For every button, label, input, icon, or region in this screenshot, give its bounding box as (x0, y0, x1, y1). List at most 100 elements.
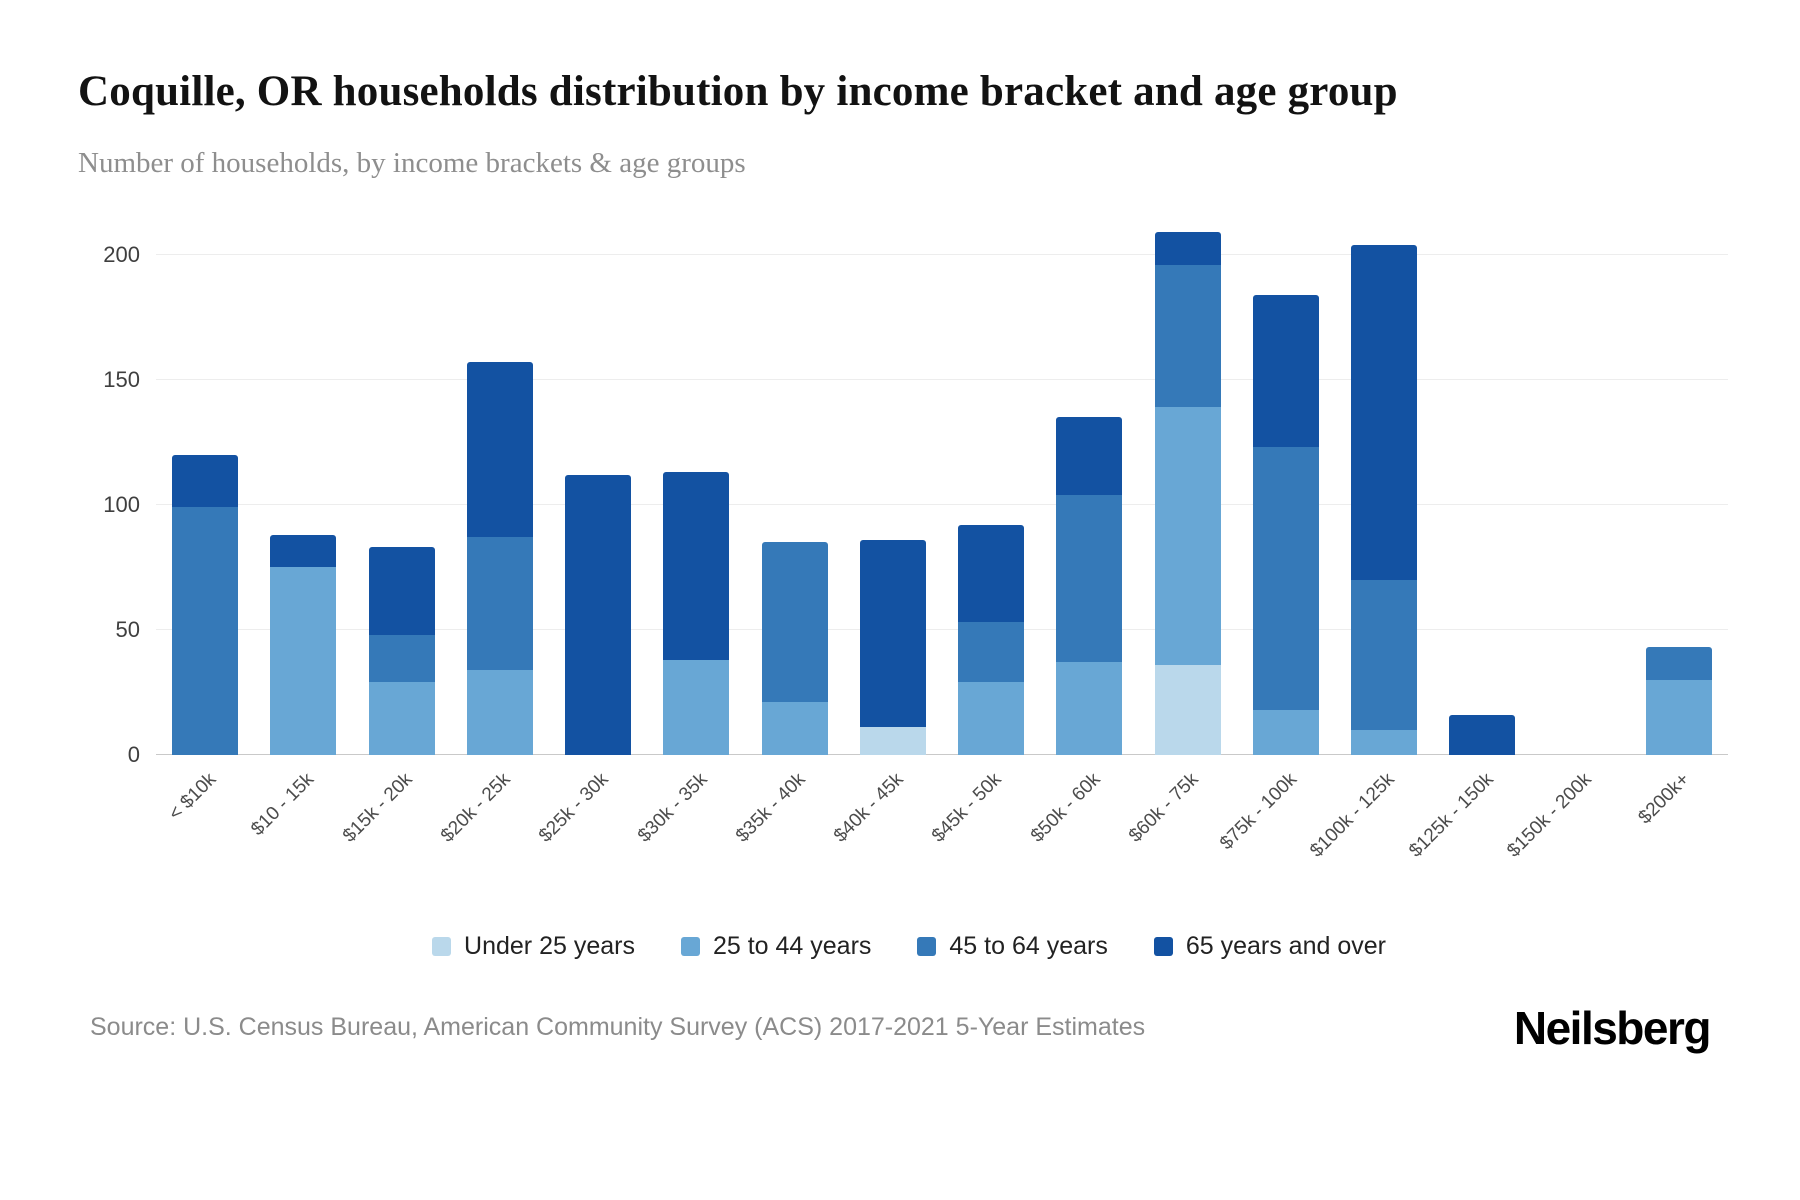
bar-group (254, 230, 352, 755)
legend-swatch (432, 936, 452, 956)
y-axis-tick-label: 0 (127, 741, 140, 767)
legend-swatch (1153, 936, 1173, 956)
legend-item: Under 25 years (432, 932, 635, 961)
bar-segment (565, 474, 632, 755)
bar-segment (859, 539, 926, 728)
bar-group (746, 230, 844, 755)
bar-segment (958, 682, 1025, 755)
bar-group (844, 230, 942, 755)
bar-segment (1154, 232, 1221, 265)
bar-segment (1351, 579, 1418, 730)
bar-segment (270, 534, 337, 568)
gridline (156, 628, 1728, 630)
bar-segment (958, 622, 1025, 683)
bar-group (1040, 230, 1138, 755)
bar-segment (1252, 447, 1319, 710)
x-axis-slot: $45k - 50k (928, 755, 1040, 930)
x-axis-slot: $25k - 30k (535, 755, 647, 930)
bar-segment (1449, 714, 1516, 755)
x-axis-category-label: $10 - 15k (247, 768, 319, 840)
bar-segment (368, 547, 435, 635)
legend-item: 65 years and over (1153, 931, 1386, 961)
stacked-bar-chart: 0 50 100 150 200 < $10k $10 - 15k $15k - 20k $2… (78, 230, 1740, 930)
bar-group (1433, 230, 1531, 755)
plot-area: 0 50 100 150 200 (103, 230, 1728, 767)
bar-group (1139, 230, 1237, 755)
chart-title: Coquille, OR households distribution by … (78, 68, 1398, 115)
bar-group (1630, 230, 1728, 755)
bar-group (1532, 230, 1630, 755)
bar-group (353, 230, 451, 755)
bar-group (549, 230, 647, 755)
y-axis-tick-label: 150 (103, 366, 140, 392)
bar-segment (1056, 494, 1123, 663)
bar-segment (172, 454, 239, 508)
y-axis-tick-label: 200 (103, 241, 140, 267)
legend-label: Under 25 years (464, 931, 635, 960)
legend-item: 25 to 44 years (680, 931, 872, 961)
gridline (156, 503, 1728, 505)
bar-segment (368, 634, 435, 683)
bar-group (1335, 230, 1433, 755)
bar-segment (1154, 664, 1221, 755)
y-axis-tick-label: 100 (103, 491, 140, 517)
legend-swatch (680, 936, 700, 956)
legend-item: 45 to 64 years (917, 931, 1108, 961)
footer: Source: U.S. Census Bureau, American Com… (78, 1001, 1740, 1055)
bar-segment (1351, 729, 1418, 755)
x-axis-slot: $40k - 45k (830, 755, 942, 930)
bar-segment (172, 507, 239, 755)
bar-segment (1645, 679, 1712, 755)
legend-label: 65 years and over (1185, 931, 1386, 960)
brand-logo: Neilsberg (1513, 1001, 1712, 1054)
x-axis-category-label: < $10k (164, 768, 220, 825)
bar-segment (663, 659, 730, 755)
bar-group (451, 230, 549, 755)
bar-segment (1351, 244, 1418, 580)
x-axis-slot: $150k - 200k (1503, 755, 1630, 930)
y-axis-tick-label: 50 (115, 616, 140, 642)
x-axis-slot: $10 - 15k (247, 755, 352, 930)
gridline (156, 378, 1728, 380)
x-axis-category-label: $200k+ (1634, 768, 1694, 829)
bar-segment (761, 702, 828, 755)
bar-segment (859, 727, 926, 755)
bar-segment (270, 567, 337, 755)
chart-legend: Under 25 years 25 to 44 years 45 to 64 yea… (78, 932, 1740, 961)
source-note: Source: U.S. Census Bureau, American Com… (90, 1013, 1146, 1042)
bar-group (942, 230, 1040, 755)
bar-group (1237, 230, 1335, 755)
x-axis-slot: $50k - 60k (1027, 755, 1138, 930)
bar-segment (1056, 662, 1123, 755)
x-axis-labels: < $10k $10 - 15k $15k - 20k $20k - 25k $25k … (156, 755, 1728, 930)
bar-segment (368, 682, 435, 755)
legend-label: 45 to 64 years (949, 931, 1108, 960)
bar-segment (466, 669, 533, 755)
bar-segment (1154, 264, 1221, 408)
bar-segment (466, 537, 533, 670)
bar-segment (1154, 407, 1221, 665)
bars-area (156, 230, 1728, 755)
x-axis-slot: $35k - 40k (732, 755, 844, 930)
legend-label: 25 to 44 years (712, 931, 872, 960)
bar-segment (958, 524, 1025, 623)
legend-swatch (917, 936, 937, 956)
x-axis-slot: $200k+ (1630, 755, 1728, 930)
bar-segment (1252, 709, 1319, 755)
x-axis-line (156, 753, 1728, 755)
bar-segment (1645, 647, 1712, 680)
x-axis-slot: $20k - 25k (437, 755, 549, 930)
bar-segment (466, 362, 533, 538)
bar-group (156, 230, 254, 755)
x-axis-slot: $15k - 20k (339, 755, 451, 930)
bar-segment (1056, 417, 1123, 495)
gridline (156, 253, 1728, 255)
x-axis-slot: < $10k (156, 755, 254, 930)
bar-segment (761, 542, 828, 703)
x-axis-slot: $30k - 35k (634, 755, 745, 930)
bar-segment (1252, 294, 1319, 448)
bar-segment (663, 472, 730, 660)
chart-subtitle: Number of households, by income brackets… (78, 146, 746, 179)
bar-group (647, 230, 745, 755)
